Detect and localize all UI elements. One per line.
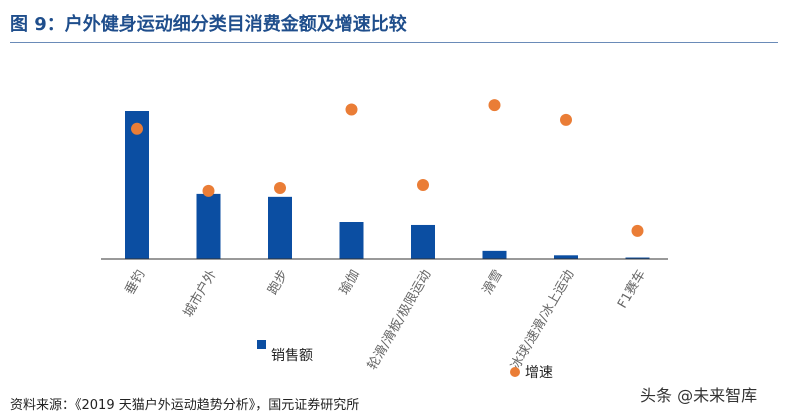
legend-dot-label: 增速: [525, 365, 553, 381]
growth-dot-5: [488, 99, 501, 112]
x-tick-label-0: 垂钓: [122, 268, 148, 298]
x-tick-labels: 垂钓 城市户外 跑步 瑜伽 轮滑/滑板/极限运动 滑雪 冰球/速滑/冰上运动 F1赛车: [122, 267, 648, 373]
x-tick-label-7: F1赛车: [614, 267, 649, 311]
growth-dot-2: [274, 181, 286, 194]
legend-bar-swatch: [257, 340, 266, 349]
legend: 销售额 增速: [257, 340, 553, 381]
bar-5: [482, 250, 507, 259]
bar-0: [125, 111, 149, 259]
growth-dot-1: [202, 184, 215, 197]
bar-3: [339, 222, 364, 259]
bar-7: [625, 257, 650, 259]
source-note: 资料来源：《2019 天猫户外运动趋势分析》，国元证券研究所: [10, 398, 360, 413]
x-tick-label-5: 滑雪: [480, 268, 506, 298]
legend-bar-label: 销售额: [271, 348, 313, 364]
title-divider: [10, 42, 778, 43]
growth-dot-4: [417, 179, 429, 191]
x-tick-label-6: 冰球/速滑/冰上运动: [508, 268, 577, 373]
dots-group: [131, 99, 644, 237]
bars-group: [125, 111, 650, 259]
growth-dot-7: [631, 224, 644, 237]
legend-dot-swatch: [510, 367, 520, 377]
x-tick-label-1: 城市户外: [180, 267, 220, 320]
x-tick-label-2: 跑步: [265, 268, 291, 298]
figure-title: 图 9：户外健身运动细分类目消费金额及增速比较: [10, 14, 407, 35]
growth-dot-3: [345, 103, 358, 116]
x-tick-label-3: 瑜伽: [337, 268, 363, 298]
growth-dot-0: [131, 122, 143, 135]
bar-4: [411, 224, 435, 259]
bar-2: [268, 196, 292, 259]
bar-1: [196, 193, 221, 259]
x-tick-label-4: 轮滑/滑板/极限运动: [365, 268, 434, 373]
bar-6: [554, 255, 578, 259]
growth-dot-6: [560, 113, 572, 126]
watermark: 头条 @未来智库: [640, 386, 758, 405]
